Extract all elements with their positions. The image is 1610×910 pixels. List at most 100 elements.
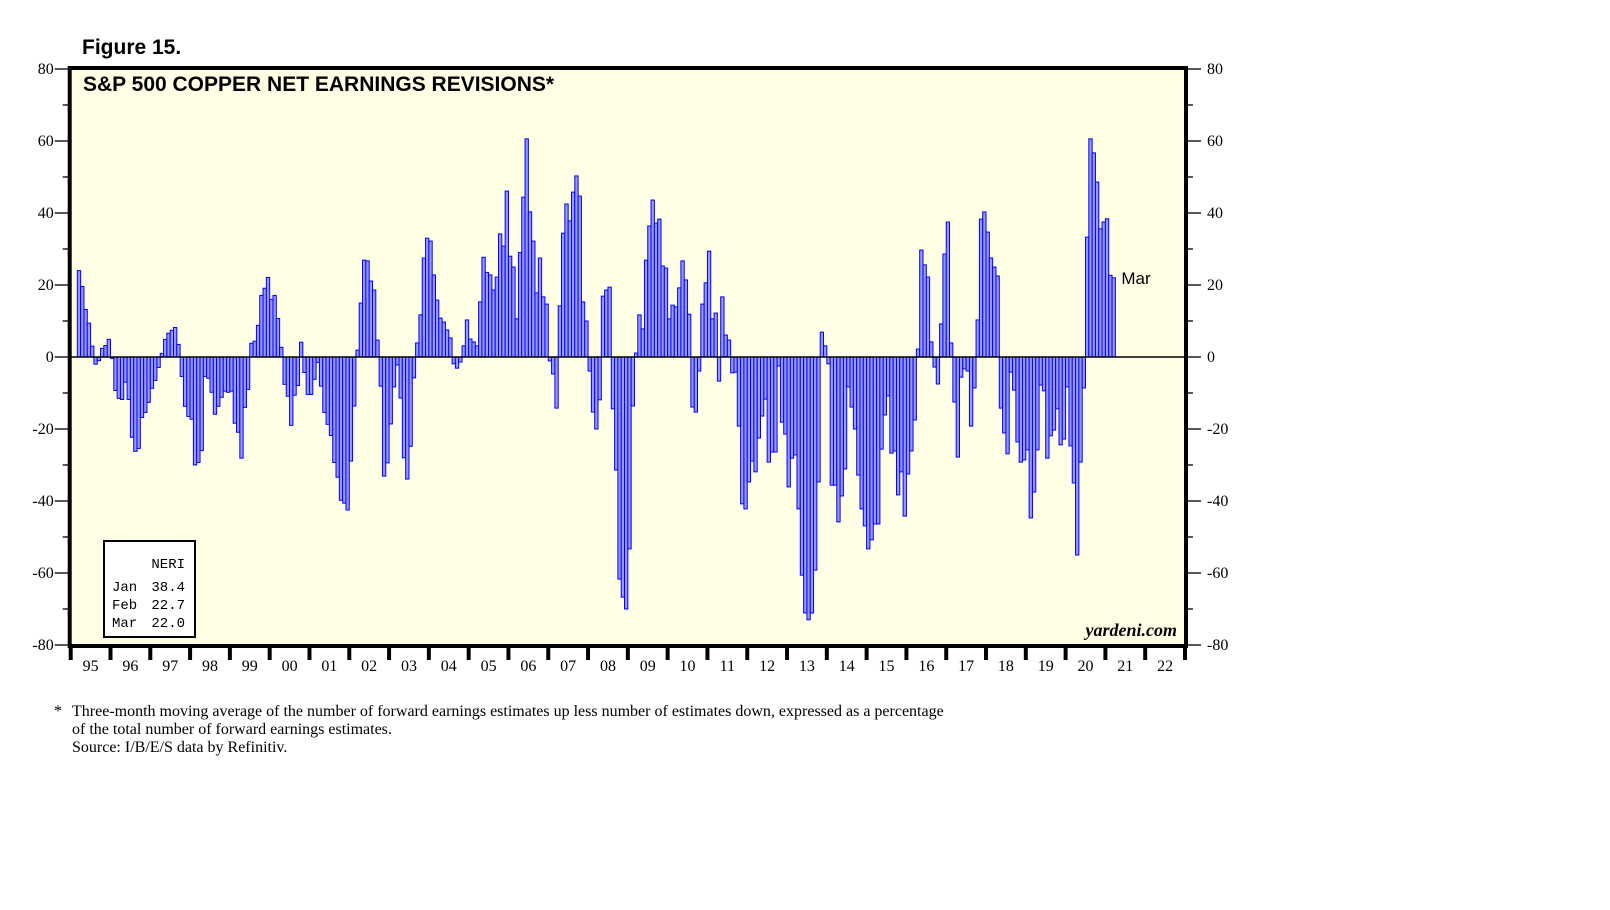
bar <box>935 356 941 385</box>
bar <box>584 320 589 358</box>
bar <box>299 341 304 358</box>
legend-month: Mar <box>112 616 137 632</box>
bar <box>912 356 917 421</box>
bar <box>607 286 612 358</box>
bar <box>713 312 718 358</box>
x-tick-label: 96 <box>122 658 138 675</box>
legend-month: Feb <box>112 598 137 614</box>
x-tick-label: 03 <box>401 658 417 675</box>
x-tick-label: 14 <box>839 658 855 675</box>
x-tick-label: 02 <box>361 658 377 675</box>
x-tick-label: 98 <box>202 658 218 675</box>
y-tick-label-right: -80 <box>1207 637 1228 654</box>
bar <box>544 303 549 358</box>
legend-month: Jan <box>112 580 137 596</box>
x-tick-label: 19 <box>1038 658 1054 675</box>
footnote-line: Source: I/B/E/S data by Refinitiv. <box>72 739 288 756</box>
y-tick-label-right: -60 <box>1207 565 1228 582</box>
chart-title: S&P 500 COPPER NET EARNINGS REVISIONS* <box>83 73 555 96</box>
bar <box>630 356 635 407</box>
y-tick-label-left: -60 <box>32 565 53 582</box>
bar <box>929 341 934 358</box>
x-tick-label: 04 <box>441 658 457 675</box>
bar <box>1081 356 1087 389</box>
x-tick-label: 20 <box>1078 658 1094 675</box>
bar <box>696 356 702 372</box>
x-tick-label: 11 <box>720 658 735 675</box>
x-tick-label: 05 <box>481 658 497 675</box>
y-tick-label-right: 0 <box>1207 349 1215 366</box>
bar <box>972 356 977 389</box>
bar <box>949 342 954 358</box>
bar <box>687 313 692 358</box>
bar <box>106 338 112 358</box>
x-tick-label: 17 <box>958 658 974 675</box>
bar <box>176 343 181 358</box>
legend-value: 22.0 <box>151 616 185 632</box>
figure-label: Figure 15. <box>82 36 181 59</box>
bar <box>352 356 357 407</box>
bar <box>945 221 951 358</box>
bar <box>716 356 722 382</box>
x-tick-label: 21 <box>1117 658 1133 675</box>
x-tick-label: 97 <box>162 658 178 675</box>
last-point-label: Mar <box>1121 269 1151 288</box>
footnote-line: Three-month moving average of the number… <box>72 703 944 720</box>
bar <box>554 356 559 409</box>
y-tick-label-left: -80 <box>32 637 53 654</box>
bar <box>279 346 284 358</box>
x-tick-label: 10 <box>680 658 696 675</box>
y-tick-label-left: -20 <box>32 421 53 438</box>
y-tick-label-right: 60 <box>1207 133 1223 150</box>
legend-value: 38.4 <box>151 580 185 596</box>
x-tick-label: 13 <box>799 658 815 675</box>
bar <box>1111 277 1116 358</box>
legend-header: NERI <box>151 557 185 573</box>
bar <box>458 356 463 363</box>
bar <box>823 345 828 358</box>
bar <box>411 356 417 379</box>
y-tick-label-right: 80 <box>1207 61 1223 78</box>
x-tick-label: 18 <box>998 658 1014 675</box>
footnote-star: * <box>54 703 62 720</box>
legend-value: 22.7 <box>151 598 185 614</box>
bar <box>597 356 602 401</box>
bar <box>156 356 161 368</box>
y-tick-label-left: 60 <box>38 133 54 150</box>
x-tick-label: 09 <box>640 658 656 675</box>
bar <box>773 356 778 453</box>
x-tick-label: 12 <box>759 658 775 675</box>
bar <box>375 339 380 358</box>
x-tick-label: 00 <box>282 658 298 675</box>
watermark: yardeni.com <box>1084 620 1178 640</box>
y-tick-label-left: 20 <box>38 277 54 294</box>
legend-box: NERI Jan 38.4 Feb 22.7 Mar 22.0 <box>103 540 196 638</box>
bar <box>448 337 453 358</box>
x-tick-label: 07 <box>560 658 576 675</box>
footnote-line: of the total number of forward earnings … <box>72 721 392 738</box>
y-tick-label-left: 80 <box>38 61 54 78</box>
x-tick-label: 06 <box>520 658 536 675</box>
y-tick-label-right: -20 <box>1207 421 1228 438</box>
bar <box>295 356 301 386</box>
y-tick-label-left: -40 <box>32 493 53 510</box>
bar <box>90 345 95 358</box>
x-tick-label: 01 <box>321 658 337 675</box>
y-tick-label-right: -40 <box>1207 493 1228 510</box>
x-tick-label: 99 <box>242 658 258 675</box>
x-tick-label: 08 <box>600 658 616 675</box>
y-tick-label-left: 40 <box>38 205 54 222</box>
y-tick-label-left: 0 <box>46 349 54 366</box>
bar <box>245 356 251 390</box>
x-tick-label: 16 <box>918 658 934 675</box>
footnote: * Three-month moving average of the numb… <box>54 703 944 757</box>
bar <box>726 339 732 358</box>
bar <box>995 275 1000 358</box>
bar <box>816 356 821 483</box>
y-tick-label-right: 40 <box>1207 205 1223 222</box>
y-tick-label-right: 20 <box>1207 277 1223 294</box>
x-tick-label: 95 <box>83 658 99 675</box>
x-tick-label: 15 <box>879 658 895 675</box>
